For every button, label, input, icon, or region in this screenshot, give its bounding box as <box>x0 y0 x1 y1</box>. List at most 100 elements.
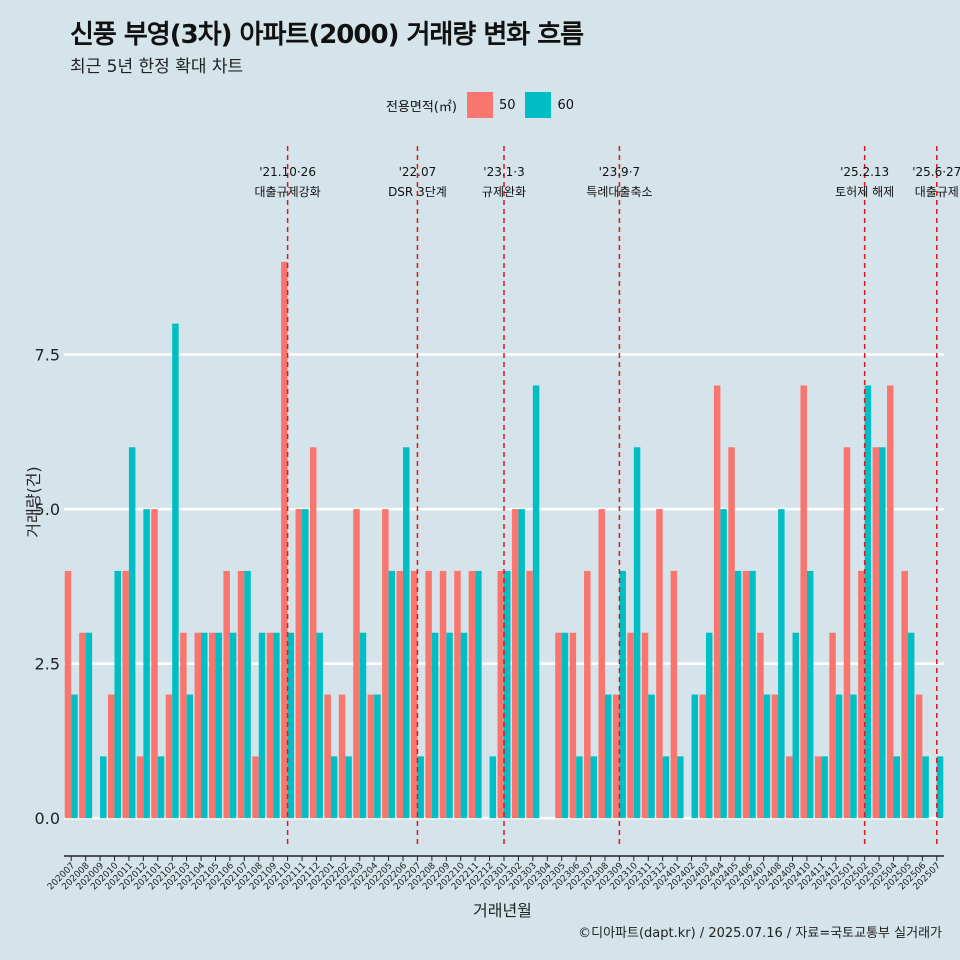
bar-60 <box>864 385 872 819</box>
bar-50 <box>468 570 476 819</box>
bar-50 <box>281 261 288 819</box>
x-axis-label: 거래년월 <box>473 901 532 920</box>
bar-50 <box>382 509 389 819</box>
bar-50 <box>829 632 836 819</box>
bar-50 <box>410 570 418 819</box>
bar-50 <box>569 632 577 819</box>
bar-50 <box>252 756 259 819</box>
bar-60 <box>302 509 309 819</box>
event-date: '23.1·3 <box>483 165 524 179</box>
bar-50 <box>901 570 908 819</box>
bar-60 <box>186 694 194 819</box>
bar-60 <box>85 632 93 819</box>
bar-50 <box>887 385 894 819</box>
bar-50 <box>208 632 216 819</box>
bar-50 <box>800 385 807 819</box>
bar-50 <box>814 756 822 819</box>
bar-60 <box>922 756 929 819</box>
bar-50 <box>396 570 404 819</box>
bar-60 <box>215 632 222 819</box>
bar-60 <box>633 447 641 819</box>
bar-60 <box>879 447 886 819</box>
bar-60 <box>172 323 179 819</box>
bar-50 <box>627 632 634 819</box>
bar-60 <box>821 756 828 819</box>
bar-60 <box>114 570 121 819</box>
legend-swatch-60 <box>525 92 552 118</box>
bar-60 <box>850 694 857 819</box>
bar-50 <box>122 570 129 819</box>
bar-50 <box>641 632 649 819</box>
bar-50 <box>151 509 158 819</box>
bar-50 <box>353 509 360 819</box>
bar-50 <box>136 756 144 819</box>
bar-60 <box>330 756 338 819</box>
event-date: '21.10·26 <box>259 165 316 179</box>
bar-60 <box>691 694 699 819</box>
event-label: 토허제 해제 <box>835 185 894 199</box>
y-tick-label: 2.5 <box>35 655 60 674</box>
bar-50 <box>309 447 317 819</box>
bar-60 <box>446 632 453 819</box>
event-date: '25.2.13 <box>840 165 889 179</box>
bar-60 <box>835 694 843 819</box>
event-label: 특례대출축소 <box>586 185 652 199</box>
bar-60 <box>619 570 626 819</box>
bar-60 <box>720 509 727 819</box>
bar-50 <box>439 570 447 819</box>
bar-60 <box>749 570 756 819</box>
bar-60 <box>792 632 800 819</box>
bar-60 <box>157 756 165 819</box>
bar-50 <box>670 570 678 819</box>
event-date: '22.07 <box>399 165 437 179</box>
bar-60 <box>345 756 352 819</box>
bar-60 <box>806 570 814 819</box>
event-label: 대출규제 <box>915 185 959 199</box>
bar-50 <box>786 756 793 819</box>
bar-60 <box>778 509 785 819</box>
bar-60 <box>518 509 525 819</box>
bar-60 <box>244 570 251 819</box>
bar-60 <box>201 632 208 819</box>
bar-60 <box>71 694 78 819</box>
bar-60 <box>604 694 612 819</box>
bar-50 <box>266 632 274 819</box>
bar-50 <box>223 570 230 819</box>
bar-60 <box>532 385 540 819</box>
legend-swatch-50 <box>466 92 493 118</box>
bar-50 <box>858 570 865 819</box>
bar-60 <box>388 570 396 819</box>
bar-60 <box>374 694 381 819</box>
bar-50 <box>728 447 735 819</box>
event-date: '23.9·7 <box>599 165 640 179</box>
bar-50 <box>612 694 620 819</box>
chart-subtitle: 최근 5년 한정 확대 차트 <box>70 57 244 77</box>
bar-50 <box>584 570 591 819</box>
bar-60 <box>489 756 497 819</box>
bar-50 <box>699 694 706 819</box>
bar-50 <box>742 570 750 819</box>
bar-50 <box>237 570 245 819</box>
bar-50 <box>598 509 605 819</box>
bar-60 <box>143 509 150 819</box>
bar-60 <box>475 570 482 819</box>
bar-60 <box>100 756 107 819</box>
bar-60 <box>128 447 136 819</box>
bar-60 <box>287 632 295 819</box>
bar-60 <box>576 756 583 819</box>
bar-50 <box>555 632 562 819</box>
bar-60 <box>273 632 280 819</box>
bar-50 <box>497 570 504 819</box>
bar-60 <box>734 570 742 819</box>
y-tick-label: 0.0 <box>35 809 60 828</box>
bar-60 <box>229 632 237 819</box>
bar-50 <box>757 632 764 819</box>
y-axis-label: 거래량(건) <box>24 466 43 538</box>
y-tick-label: 7.5 <box>35 346 60 365</box>
event-label: DSR 3단계 <box>388 185 447 199</box>
bar-60 <box>359 632 367 819</box>
bar-60 <box>648 694 655 819</box>
bar-60 <box>460 632 468 819</box>
legend-title: 전용면적(㎡) <box>385 99 457 115</box>
